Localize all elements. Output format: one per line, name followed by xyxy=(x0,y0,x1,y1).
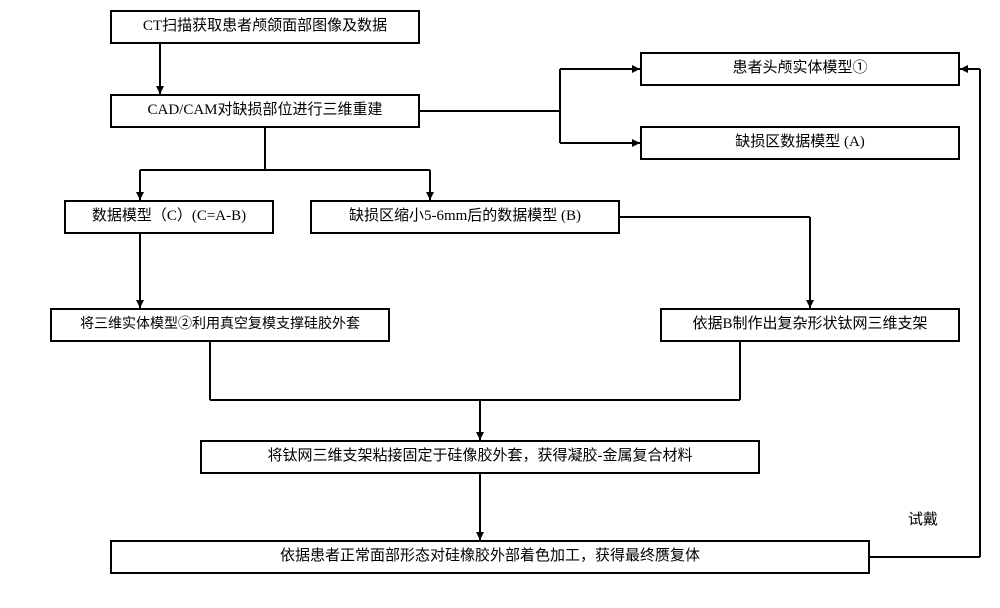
text: 缺损区数据模型 (A) xyxy=(735,133,865,153)
node-ti-mesh: 依据B制作出复杂形状钛网三维支架 xyxy=(660,308,960,342)
text: 将钛网三维支架粘接固定于硅像胶外套，获得凝胶-金属复合材料 xyxy=(268,447,693,467)
node-cadcam: CAD/CAM对缺损部位进行三维重建 xyxy=(110,94,420,128)
node-model-b: 缺损区缩小5-6mm后的数据模型 (B) xyxy=(310,200,620,234)
node-model-c: 数据模型（C）(C=A-B) xyxy=(64,200,274,234)
text: 依据B制作出复杂形状钛网三维支架 xyxy=(692,315,927,335)
node-defect-model-a: 缺损区数据模型 (A) xyxy=(640,126,960,160)
flow-arrows xyxy=(0,0,1000,608)
text: 缺损区缩小5-6mm后的数据模型 (B) xyxy=(349,207,581,227)
node-silicone-sleeve: 将三维实体模型②利用真空复模支撑硅胶外套 xyxy=(50,308,390,342)
node-skull-model-1: 患者头颅实体模型① xyxy=(640,52,960,86)
text: 将三维实体模型②利用真空复模支撑硅胶外套 xyxy=(80,316,360,334)
node-composite: 将钛网三维支架粘接固定于硅像胶外套，获得凝胶-金属复合材料 xyxy=(200,440,760,474)
text: 依据患者正常面部形态对硅橡胶外部着色加工，获得最终赝复体 xyxy=(280,547,700,567)
text: CAD/CAM对缺损部位进行三维重建 xyxy=(147,101,382,121)
text: CT扫描获取患者颅颌面部图像及数据 xyxy=(143,17,387,37)
text: 数据模型（C）(C=A-B) xyxy=(92,207,246,227)
node-ct-scan: CT扫描获取患者颅颌面部图像及数据 xyxy=(110,10,420,44)
node-final: 依据患者正常面部形态对硅橡胶外部着色加工，获得最终赝复体 xyxy=(110,540,870,574)
text: 试戴 xyxy=(908,512,938,528)
text: 患者头颅实体模型① xyxy=(732,59,867,79)
label-trial: 试戴 xyxy=(908,508,938,529)
